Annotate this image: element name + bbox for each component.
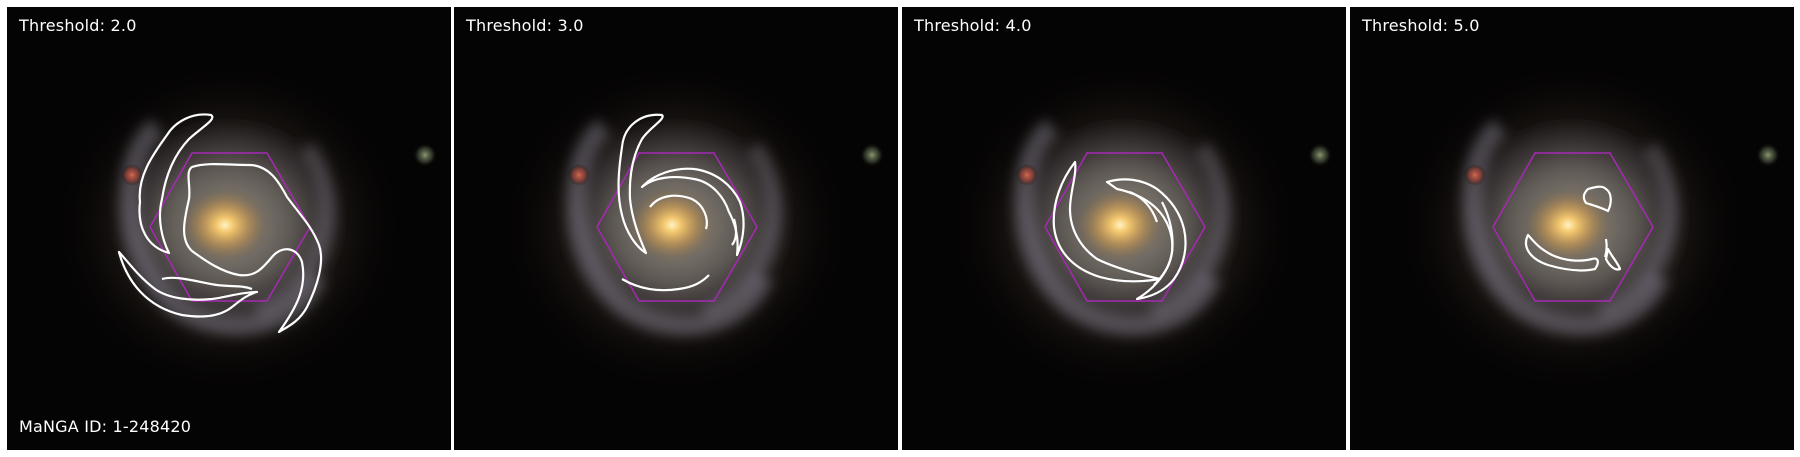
- contour-overlay: [1524, 185, 1622, 272]
- galaxy-core: [180, 187, 270, 263]
- foreground-star: [1016, 164, 1038, 186]
- foreground-star: [1464, 164, 1486, 186]
- galaxy-image: [1350, 7, 1794, 450]
- foreground-star: [1308, 143, 1332, 167]
- contour-overlay: [117, 113, 323, 334]
- galaxy-core: [1523, 187, 1613, 263]
- ifu-hexagon-footprint: [596, 152, 758, 302]
- galaxy-core: [1075, 187, 1165, 263]
- threshold-label: Threshold: 4.0: [914, 16, 1032, 35]
- foreground-star: [860, 143, 884, 167]
- threshold-label: Threshold: 2.0: [19, 16, 137, 35]
- ifu-hexagon-footprint: [1044, 152, 1206, 302]
- spiral-arm: [1149, 142, 1231, 320]
- threshold-label: Threshold: 5.0: [1362, 16, 1480, 35]
- image-panel-threshold-4: Threshold: 4.0: [902, 7, 1346, 450]
- image-panel-threshold-2: Threshold: 2.0 MaNGA ID: 1-248420: [7, 7, 451, 450]
- image-panel-threshold-5: Threshold: 5.0: [1350, 7, 1794, 450]
- contour-overlay: [617, 113, 745, 292]
- galaxy-image: [7, 7, 451, 450]
- spiral-arm: [254, 142, 336, 320]
- ifu-hexagon-footprint: [1492, 152, 1654, 302]
- ifu-hexagon-footprint: [149, 152, 311, 302]
- foreground-star: [121, 164, 143, 186]
- foreground-star: [568, 164, 590, 186]
- manga-id-label: MaNGA ID: 1-248420: [19, 417, 192, 436]
- foreground-star: [413, 143, 437, 167]
- galaxy-image: [902, 7, 1346, 450]
- galaxy-core: [627, 187, 717, 263]
- spiral-arm: [1597, 142, 1679, 320]
- foreground-star: [1756, 143, 1780, 167]
- spiral-arm: [701, 142, 783, 320]
- contour-overlay: [1052, 160, 1187, 301]
- galaxy-image: [454, 7, 898, 450]
- threshold-label: Threshold: 3.0: [466, 16, 584, 35]
- image-panel-threshold-3: Threshold: 3.0: [454, 7, 898, 450]
